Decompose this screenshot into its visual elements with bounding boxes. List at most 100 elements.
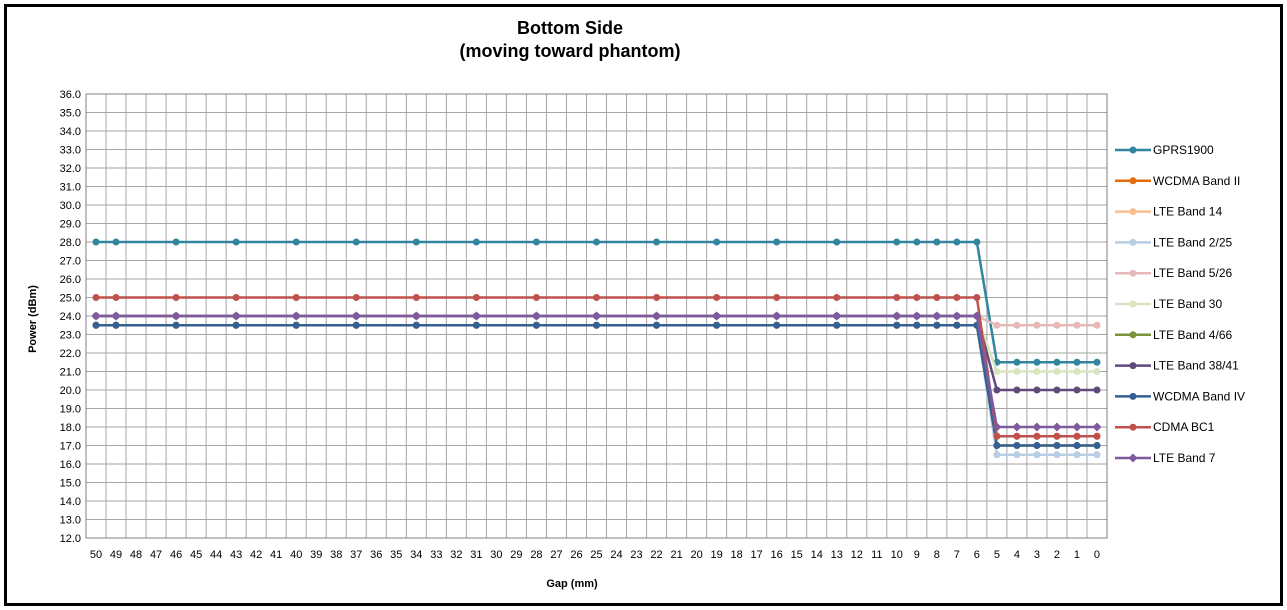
data-point [893, 294, 901, 301]
data-point [933, 238, 941, 246]
y-tick-label: 30.0 [60, 200, 81, 212]
data-point [653, 294, 661, 301]
data-point [291, 311, 301, 321]
data-point [833, 238, 841, 246]
x-tick-label: 16 [771, 549, 783, 561]
x-tick-label: 33 [430, 549, 442, 561]
legend-marker [1129, 300, 1137, 308]
x-tick-label: 25 [590, 549, 602, 561]
y-tick-label: 15.0 [60, 478, 81, 490]
series-1 [92, 321, 1101, 440]
chart-subtitle: (moving toward phantom) [460, 41, 681, 61]
data-point [593, 294, 600, 301]
data-point [593, 238, 600, 246]
data-point [1053, 321, 1061, 329]
legend-label: WCDMA Band II [1153, 174, 1240, 188]
legend-marker [1129, 208, 1137, 216]
data-point [1073, 386, 1081, 394]
y-tick-label: 36.0 [60, 89, 81, 101]
legend-label: LTE Band 5/26 [1153, 266, 1232, 280]
data-point [1053, 442, 1061, 449]
data-point [471, 311, 481, 321]
data-point [1053, 368, 1061, 375]
data-point [1093, 368, 1101, 375]
series-6 [92, 321, 1101, 449]
data-point [713, 321, 721, 329]
data-point [653, 321, 661, 329]
y-tick-label: 22.0 [60, 348, 81, 360]
series-10 [91, 311, 1102, 432]
data-point [1092, 422, 1102, 432]
y-axis-label: Power (dBm) [27, 285, 39, 353]
data-point [1033, 432, 1041, 440]
x-tick-label: 3 [1034, 549, 1040, 561]
data-point [593, 321, 600, 329]
y-tick-label: 31.0 [60, 182, 81, 194]
x-tick-label: 17 [751, 549, 763, 561]
x-tick-label: 14 [811, 549, 823, 561]
x-tick-label: 43 [230, 549, 242, 561]
x-tick-label: 26 [570, 549, 582, 561]
data-point [112, 321, 120, 329]
x-tick-label: 41 [270, 549, 282, 561]
y-tick-label: 27.0 [60, 256, 81, 268]
x-tick-label: 18 [731, 549, 743, 561]
legend-item: LTE Band 4/66 [1115, 328, 1232, 342]
data-point [1093, 432, 1101, 440]
data-point [772, 311, 782, 321]
x-tick-label: 46 [170, 549, 182, 561]
legend-label: WCDMA Band IV [1153, 389, 1245, 403]
legend-item: LTE Band 38/41 [1115, 359, 1239, 373]
series-9 [92, 294, 1101, 440]
data-point [352, 294, 360, 301]
data-point [1053, 432, 1061, 440]
chart-title: Bottom Side [517, 18, 623, 38]
legend-marker [1129, 362, 1137, 370]
legend-marker [1129, 423, 1137, 431]
x-tick-label: 36 [370, 549, 382, 561]
data-point [592, 311, 601, 321]
data-point [172, 294, 180, 301]
data-point [412, 321, 420, 329]
data-point [351, 311, 361, 321]
data-point [1093, 442, 1101, 449]
data-point [231, 311, 241, 321]
data-point [993, 451, 1001, 459]
x-tick-label: 48 [130, 549, 142, 561]
data-point [111, 311, 121, 321]
x-tick-label: 0 [1094, 549, 1100, 561]
data-point [993, 386, 1001, 394]
data-point [1093, 451, 1101, 459]
x-tick-label: 35 [390, 549, 402, 561]
plot-area [85, 93, 1108, 539]
data-point [953, 321, 961, 329]
data-point [92, 294, 100, 301]
data-point [1033, 368, 1041, 375]
y-tick-label: 35.0 [60, 108, 81, 120]
y-tick-label: 13.0 [60, 515, 81, 527]
x-tick-label: 32 [450, 549, 462, 561]
data-point [412, 238, 420, 246]
data-point [1073, 432, 1081, 440]
x-tick-label: 9 [914, 549, 920, 561]
y-axis-ticks: 12.0 13.0 14.0 15.0 16.0 17.0 18.0 19.0 20.0 21.0… [60, 89, 81, 545]
x-tick-label: 4 [1014, 549, 1020, 561]
x-tick-label: 29 [510, 549, 522, 561]
data-point [652, 311, 662, 321]
data-point [713, 238, 721, 246]
x-tick-label: 49 [110, 549, 122, 561]
x-tick-label: 44 [210, 549, 222, 561]
y-tick-label: 26.0 [60, 274, 81, 286]
x-tick-label: 19 [710, 549, 722, 561]
data-point [1013, 432, 1021, 440]
data-point [653, 238, 661, 246]
legend-item: LTE Band 14 [1115, 205, 1222, 219]
data-point [1033, 442, 1041, 449]
data-point [993, 321, 1001, 329]
data-point [993, 368, 1001, 375]
legend-label: LTE Band 30 [1153, 297, 1222, 311]
data-point [1073, 321, 1081, 329]
data-point [1033, 451, 1041, 459]
data-point [993, 432, 1001, 440]
data-point [773, 294, 781, 301]
